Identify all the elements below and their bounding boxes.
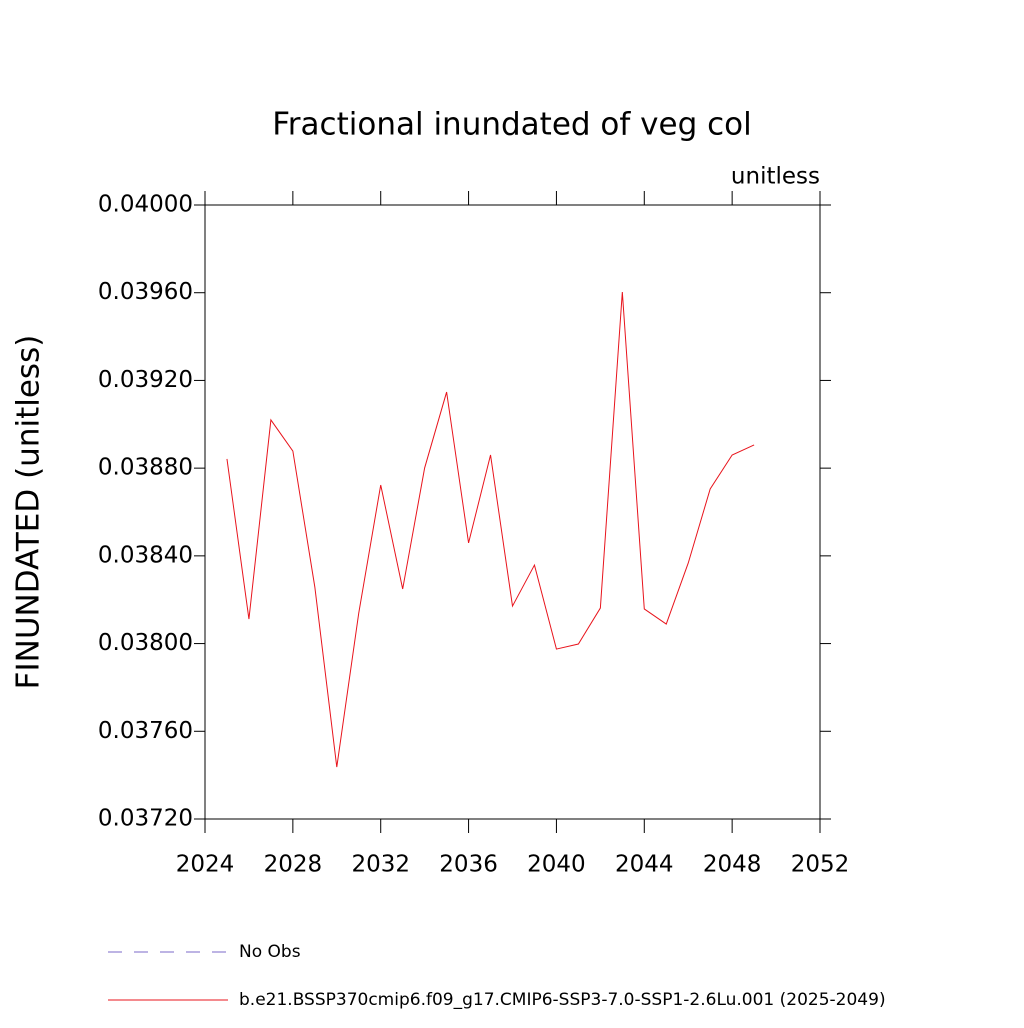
legend-label: b.e21.BSSP370cmip6.f09_g17.CMIP6-SSP3-7.… bbox=[239, 990, 886, 1010]
y-tick-label: 0.03920 bbox=[98, 367, 193, 393]
x-tick-label: 2048 bbox=[703, 852, 762, 878]
y-tick-label: 0.03760 bbox=[98, 718, 193, 744]
y-tick-label: 0.03840 bbox=[98, 542, 193, 568]
plot-frame bbox=[204, 204, 821, 820]
units-label: unitless bbox=[731, 164, 820, 190]
x-tick-label: 2036 bbox=[439, 852, 498, 878]
y-tick-label: 0.03720 bbox=[98, 806, 193, 832]
x-tick-label: 2028 bbox=[264, 852, 323, 878]
x-tick-label: 2052 bbox=[791, 852, 850, 878]
y-tick-label: 0.03800 bbox=[98, 630, 193, 656]
y-axis-label: FINUNDATED (unitless) bbox=[11, 335, 47, 690]
y-tick-label: 0.04000 bbox=[98, 192, 193, 218]
x-tick-label: 2032 bbox=[351, 852, 410, 878]
y-tick-label: 0.03960 bbox=[98, 279, 193, 305]
x-tick-label: 2024 bbox=[176, 852, 235, 878]
chart-title: Fractional inundated of veg col bbox=[272, 107, 752, 143]
y-tick-label: 0.03880 bbox=[98, 455, 193, 481]
x-tick-label: 2044 bbox=[615, 852, 674, 878]
legend-label: No Obs bbox=[239, 942, 301, 962]
series-line bbox=[226, 292, 755, 768]
x-tick-label: 2040 bbox=[527, 852, 586, 878]
